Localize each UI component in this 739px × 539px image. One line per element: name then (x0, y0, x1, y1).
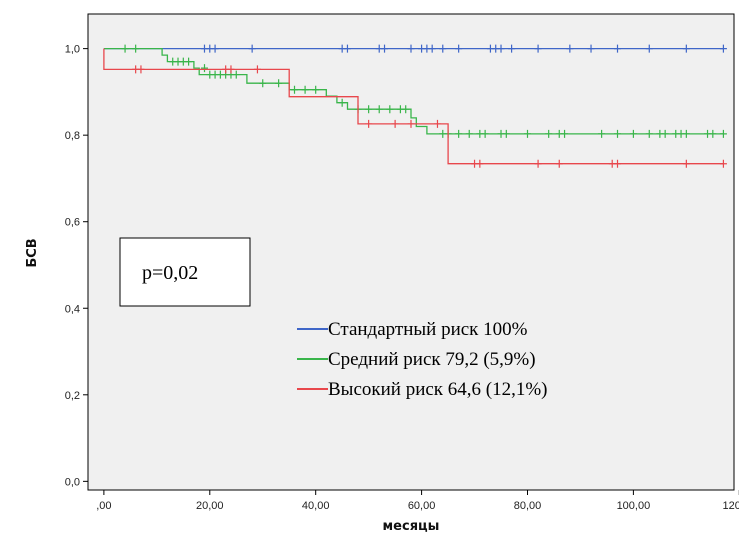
series-2 (103, 44, 727, 138)
legend: Стандартный риск 100% Средний риск 79,2 (… (297, 319, 548, 400)
censor-mark (645, 44, 653, 53)
censor-mark (455, 44, 463, 53)
censor-mark (185, 57, 193, 66)
p-value-frame (119, 237, 251, 307)
censor-mark (253, 65, 261, 74)
x-tick-label: 60,00 (408, 500, 436, 512)
x-tick-label: 120,00 (722, 500, 739, 512)
censor-mark (719, 129, 727, 138)
y-tick-label: 0,4 (65, 303, 80, 315)
series-1 (103, 44, 727, 53)
y-tick-label: 0,2 (65, 390, 80, 402)
censor-mark (433, 119, 441, 128)
censor-mark (428, 44, 436, 53)
censor-mark (343, 44, 351, 53)
y-tick-label: 0,8 (65, 130, 80, 142)
censor-mark (682, 129, 690, 138)
censor-mark (211, 44, 219, 53)
censor-mark (682, 44, 690, 53)
censor-mark (629, 129, 637, 138)
series-line (103, 48, 724, 165)
p-value-box: p=0,02 (119, 237, 251, 307)
censor-mark (534, 159, 542, 168)
legend-label: Стандартный риск 100% (328, 319, 528, 340)
censor-mark (227, 65, 235, 74)
censor-mark (534, 44, 542, 53)
x-tick-label: 40,00 (302, 500, 330, 512)
x-tick-label: 100,00 (617, 500, 651, 512)
y-tick-label: 1,0 (65, 44, 80, 56)
censor-mark (301, 85, 309, 94)
censor-mark (365, 119, 373, 128)
censor-mark (200, 64, 208, 73)
censor-mark (561, 129, 569, 138)
censor-mark (682, 159, 690, 168)
x-tick-label: 20,00 (196, 500, 224, 512)
censor-mark (407, 119, 415, 128)
censor-mark (508, 44, 516, 53)
censor-mark (248, 44, 256, 53)
series-layer (103, 44, 727, 168)
censor-mark (465, 129, 473, 138)
censor-mark (137, 65, 145, 74)
censor-mark (614, 129, 622, 138)
censor-mark (502, 129, 510, 138)
censor-mark (121, 44, 129, 53)
x-tick-label: ,00 (96, 500, 111, 512)
censor-mark (407, 44, 415, 53)
censor-mark (402, 105, 410, 114)
censor-mark (614, 44, 622, 53)
censor-mark (598, 129, 606, 138)
y-tick-label: 0,0 (65, 476, 80, 488)
x-tick-label: 80,00 (514, 500, 542, 512)
censor-mark (555, 159, 563, 168)
x-axis-title: месяцы (383, 519, 440, 534)
y-tick-label: 0,6 (65, 217, 80, 229)
censor-mark (386, 105, 394, 114)
censor-mark (338, 98, 346, 107)
censor-mark (275, 79, 283, 88)
censor-mark (259, 79, 267, 88)
axes: ,00 20,00 40,00 60,00 80,00 100,00 120,00 0,0 0,… (65, 44, 739, 512)
censor-mark (455, 129, 463, 138)
y-axis-title: БСВ (25, 238, 40, 267)
legend-label: Средний риск 79,2 (5,9%) (328, 349, 536, 370)
censor-mark (375, 105, 383, 114)
censor-mark (476, 159, 484, 168)
censor-mark (497, 44, 505, 53)
censor-mark (587, 44, 595, 53)
series-3 (103, 48, 727, 168)
censor-mark (545, 129, 553, 138)
censor-mark (709, 129, 717, 138)
censor-mark (661, 129, 669, 138)
censor-mark (391, 119, 399, 128)
legend-label: Высокий риск 64,6 (12,1%) (328, 379, 548, 400)
censor-mark (232, 70, 240, 79)
censor-mark (132, 44, 140, 53)
censor-mark (645, 129, 653, 138)
censor-mark (481, 129, 489, 138)
censor-mark (566, 44, 574, 53)
censor-mark (312, 85, 320, 94)
censor-mark (719, 44, 727, 53)
censor-mark (365, 105, 373, 114)
censor-mark (523, 129, 531, 138)
p-value-text: p=0,02 (142, 262, 198, 284)
censor-mark (614, 159, 622, 168)
censor-mark (719, 159, 727, 168)
censor-mark (381, 44, 389, 53)
censor-mark (291, 85, 299, 94)
censor-mark (439, 44, 447, 53)
